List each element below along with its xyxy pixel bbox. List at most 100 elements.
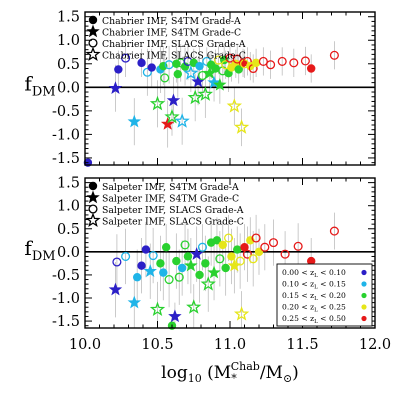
data-point — [224, 233, 234, 243]
data-point — [235, 256, 245, 266]
data-point — [280, 249, 290, 259]
top-y-axis-label: fDM — [24, 71, 55, 99]
data-point — [329, 226, 339, 236]
data-point — [200, 276, 216, 291]
data-point — [133, 273, 142, 282]
data-point — [218, 240, 227, 250]
redshift-legend-box — [276, 263, 373, 327]
x-tick-label: 11.0 — [214, 337, 246, 353]
top-data-points — [83, 50, 339, 167]
redshift-bin-swatch — [361, 315, 367, 322]
data-point — [233, 306, 250, 321]
legend-entry: Chabrier IMF, SLACS Grade-C — [102, 51, 246, 62]
y-tick-label: -0.5 — [52, 268, 80, 284]
data-point — [307, 64, 316, 73]
data-point — [147, 63, 156, 72]
data-point — [329, 50, 339, 60]
x-tick-label: 10.5 — [141, 337, 173, 353]
data-point — [215, 254, 225, 264]
data-point — [166, 93, 181, 107]
y-tick-label: -1.0 — [52, 127, 80, 143]
data-point — [142, 67, 152, 77]
data-point — [186, 299, 202, 314]
y-tick-label: -1.5 — [52, 314, 80, 330]
legend-marker — [86, 190, 100, 204]
bottom-panel: 1.5 1.0 0.5 0.0 -0.5 -1.0 -1.5 10.0 10.5 11.0 11.… — [24, 176, 391, 385]
x-label-sun: ⊙ — [283, 372, 292, 385]
data-point — [127, 114, 142, 128]
x-tick-label: 12.0 — [359, 337, 391, 353]
data-point — [207, 265, 221, 279]
data-point — [201, 259, 210, 268]
data-point — [227, 258, 242, 272]
data-point — [232, 54, 242, 64]
data-point — [212, 236, 222, 245]
data-point — [108, 81, 123, 94]
y-tick-label: 0.5 — [57, 222, 80, 238]
data-point — [108, 282, 123, 296]
y-tick-label: 1.0 — [57, 199, 80, 215]
data-point — [268, 238, 279, 248]
data-point — [289, 58, 299, 68]
data-point — [195, 270, 204, 280]
data-point — [195, 61, 204, 71]
y-tick-label: 0.5 — [57, 57, 80, 73]
data-point — [251, 58, 261, 68]
legend-entry: Chabrier IMF, SLACS Grade-A — [102, 39, 246, 50]
top-panel: 1.5 1.0 0.5 0.0 -0.5 -1.0 -1.5 fDM Chabrier IM… — [24, 10, 376, 167]
x-label-M: M — [214, 363, 231, 383]
legend-entry: Salpeter IMF, SLACS Grade-C — [102, 217, 244, 228]
x-label-star: * — [231, 372, 237, 385]
data-point — [114, 65, 123, 74]
legend-marker — [86, 24, 100, 38]
data-point — [141, 245, 151, 254]
legend-entry: Salpeter IMF, S4TM Grade-C — [102, 194, 239, 205]
data-point — [160, 73, 170, 83]
data-point — [177, 263, 187, 273]
data-point — [156, 259, 165, 268]
legend-entry: Chabrier IMF, S4TM Grade-A — [102, 16, 241, 27]
data-point — [121, 53, 131, 63]
y-tick-label: -0.5 — [52, 104, 80, 120]
data-point — [227, 252, 236, 261]
top-y-label-main: f — [24, 71, 33, 95]
y-tick-label: 1.0 — [57, 33, 80, 49]
x-label-base: 10 — [188, 372, 202, 385]
bottom-y-label-sub: DM — [32, 249, 56, 264]
data-point — [172, 256, 181, 266]
redshift-legend: 0.00 < zL < 0.100.10 < zL < 0.150.15 < z… — [276, 263, 373, 327]
bottom-y-axis-label: fDM — [24, 236, 55, 264]
redshift-bin-label: 0.00 < zL < 0.10 — [282, 268, 346, 279]
legend-entry: Chabrier IMF, S4TM Grade-C — [102, 28, 241, 39]
redshift-bin-swatch — [361, 304, 367, 310]
data-point — [127, 295, 142, 309]
data-point — [159, 268, 168, 277]
data-point — [189, 247, 204, 260]
redshift-bin-swatch — [361, 292, 367, 299]
data-point — [226, 98, 243, 113]
data-point — [112, 257, 122, 267]
data-point — [213, 77, 227, 91]
data-point — [266, 60, 276, 70]
data-point — [197, 71, 208, 81]
data-point — [260, 242, 270, 252]
bottom-error-bars — [115, 212, 335, 328]
data-point — [184, 258, 198, 272]
data-point — [137, 58, 146, 68]
legend-entry: Salpeter IMF, S4TM Grade-A — [102, 182, 239, 193]
x-label-paren: ( — [202, 363, 214, 383]
data-point — [162, 243, 171, 252]
data-point — [221, 263, 230, 273]
data-point — [197, 86, 214, 101]
data-point — [148, 250, 158, 261]
y-tick-label: -1.5 — [52, 151, 80, 167]
redshift-bin-label: 0.20 < zL < 0.25 — [282, 303, 346, 314]
data-point — [149, 301, 166, 317]
y-tick-label: 0.0 — [57, 245, 80, 261]
data-point — [168, 309, 182, 323]
x-axis-label: log10 (M*Chab/M⊙) — [161, 360, 299, 385]
y-tick-label: -1.0 — [52, 291, 80, 307]
data-point — [174, 272, 184, 282]
